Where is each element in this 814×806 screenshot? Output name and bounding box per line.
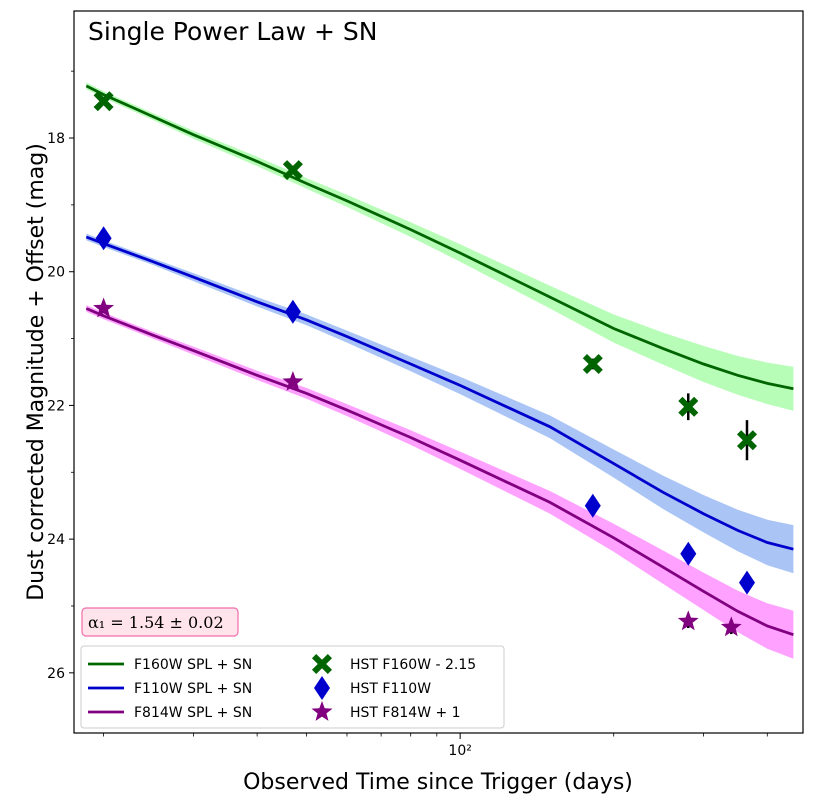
observed-points bbox=[93, 91, 757, 637]
annotation-box bbox=[81, 607, 239, 637]
axes: 18 20 22 24 26 10² bbox=[47, 70, 768, 759]
annotation-text: α₁ = 1.54 ± 0.02 bbox=[88, 613, 224, 632]
data-point-2-2 bbox=[677, 610, 699, 631]
legend: F160W SPL + SN F110W SPL + SN F814W SPL + … bbox=[80, 645, 505, 729]
legend-marker-1 bbox=[314, 676, 330, 700]
y-tick-label: 26 bbox=[47, 666, 65, 682]
legend-obs-label-1: HST F110W bbox=[350, 681, 431, 697]
y-tick-label: 24 bbox=[47, 532, 65, 548]
data-point-1-2 bbox=[584, 493, 601, 518]
data-point-2-3 bbox=[720, 616, 742, 637]
data-point-2-0 bbox=[93, 297, 114, 318]
legend-label-2: F814W SPL + SN bbox=[134, 705, 252, 721]
data-point-0-2 bbox=[582, 354, 603, 374]
data-point-0-3 bbox=[678, 396, 699, 417]
y-tick-label: 22 bbox=[47, 398, 65, 414]
uncertainty-bands bbox=[86, 82, 794, 659]
legend-marker-2 bbox=[311, 701, 333, 721]
legend-marker-0 bbox=[312, 654, 332, 674]
band-1 bbox=[86, 233, 794, 574]
legend-label-0: F160W SPL + SN bbox=[134, 657, 252, 673]
data-point-0-1 bbox=[282, 160, 303, 181]
data-point-1-1 bbox=[284, 299, 301, 324]
y-tick-label: 18 bbox=[47, 131, 65, 147]
data-point-1-4 bbox=[739, 570, 755, 595]
plot-frame bbox=[73, 10, 804, 734]
legend-box bbox=[80, 645, 505, 729]
y-axis-title: Dust corrected Magnitude + Offset (mag) bbox=[24, 143, 49, 601]
alpha-annotation: α₁ = 1.54 ± 0.02 bbox=[81, 607, 239, 637]
band-0 bbox=[86, 82, 794, 411]
chart-title: Single Power Law + SN bbox=[88, 17, 377, 46]
data-point-0-4 bbox=[737, 430, 757, 451]
model-lines bbox=[85, 84, 794, 637]
data-point-1-0 bbox=[95, 226, 112, 251]
model-line-2 bbox=[85, 307, 794, 637]
legend-obs-label-0: HST F160W - 2.15 bbox=[350, 657, 476, 673]
y-tick-label: 20 bbox=[47, 265, 65, 281]
data-point-0-0 bbox=[93, 91, 114, 112]
legend-obs-label-2: HST F814W + 1 bbox=[350, 705, 461, 721]
data-point-1-3 bbox=[680, 541, 697, 566]
model-line-1 bbox=[85, 235, 794, 551]
x-axis-title: Observed Time since Trigger (days) bbox=[243, 770, 633, 795]
legend-label-1: F110W SPL + SN bbox=[134, 681, 252, 697]
model-line-0 bbox=[85, 84, 794, 391]
x-tick-label: 10² bbox=[448, 743, 471, 759]
data-point-2-1 bbox=[282, 371, 304, 391]
